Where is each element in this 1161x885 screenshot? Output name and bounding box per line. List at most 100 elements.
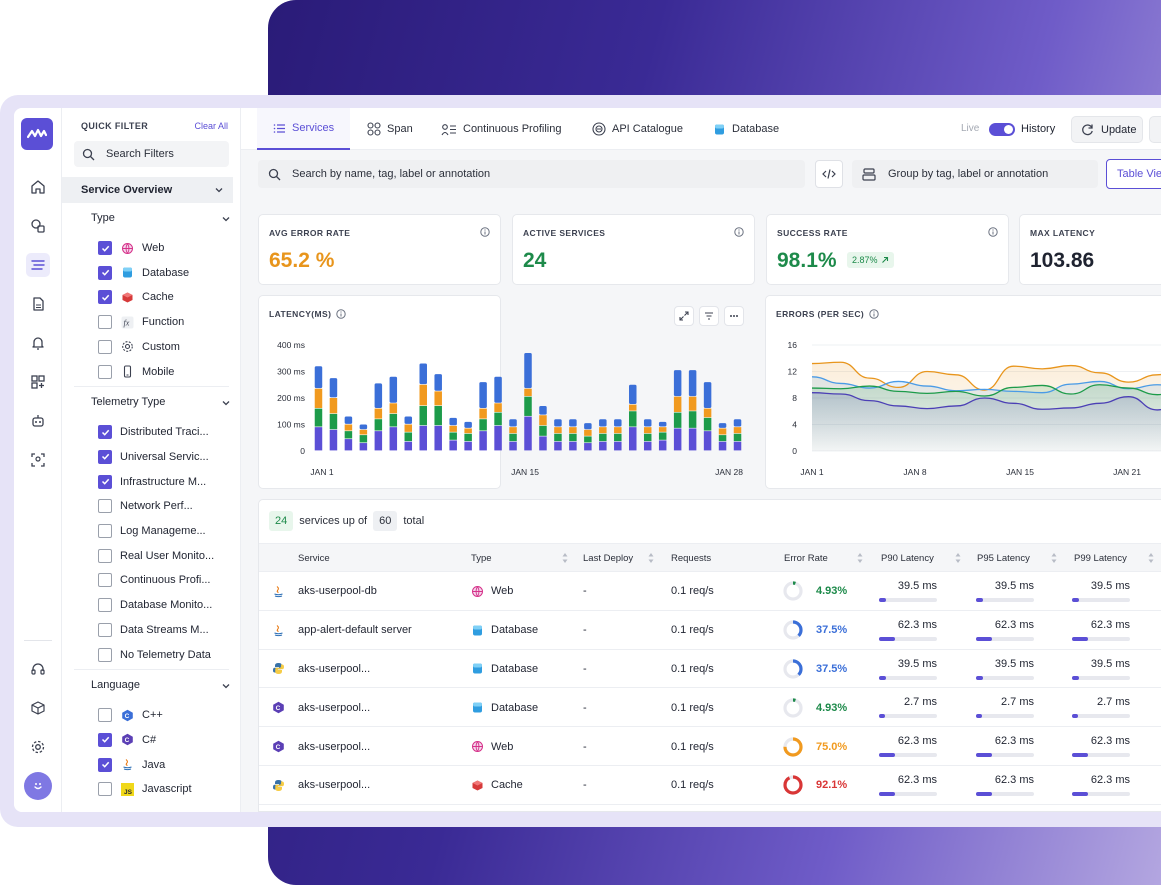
sort-icon[interactable] (562, 552, 568, 564)
sort-icon[interactable] (857, 552, 863, 564)
tab-database[interactable]: Database (713, 108, 779, 150)
column-header[interactable]: Requests (671, 553, 712, 564)
filters-list-icon[interactable] (26, 253, 50, 277)
filter-item[interactable]: JS Javascript (98, 781, 192, 797)
checkbox[interactable] (98, 598, 112, 613)
code-view-button[interactable] (815, 160, 843, 188)
checkbox[interactable] (98, 290, 112, 305)
group-by-input[interactable]: Group by tag, label or annotation (852, 160, 1098, 188)
filter-item[interactable]: fx Function (98, 314, 184, 330)
filter-item[interactable]: Continuous Profi... (98, 572, 211, 588)
column-header[interactable]: Service (298, 553, 330, 564)
checkbox[interactable] (98, 265, 112, 280)
sort-icon[interactable] (1051, 552, 1057, 564)
live-history-toggle[interactable] (989, 123, 1015, 136)
checkbox[interactable] (98, 732, 112, 747)
checkbox[interactable] (98, 647, 112, 662)
sort-icon[interactable] (955, 552, 961, 564)
checkbox[interactable] (98, 622, 112, 637)
app-logo[interactable] (21, 118, 53, 150)
checkbox[interactable] (98, 474, 112, 489)
filter-item[interactable]: Real User Monito... (98, 548, 214, 564)
filter-group-title[interactable]: Telemetry Type (91, 396, 166, 409)
sort-icon[interactable] (648, 552, 654, 564)
filter-item[interactable]: Custom (98, 339, 180, 355)
table-row[interactable]: aks-userpool-db Web - 0.1 req/s 4.93% 39.5 ms… (259, 572, 1161, 611)
checkbox[interactable] (98, 573, 112, 588)
checkbox[interactable] (98, 241, 112, 255)
filter-item[interactable]: C C# (98, 732, 156, 748)
tab-services[interactable]: Services (257, 108, 351, 150)
options-button[interactable] (1149, 116, 1161, 143)
checkbox[interactable] (98, 364, 112, 379)
column-header[interactable]: Error Rate (784, 553, 828, 564)
checkbox[interactable] (98, 782, 112, 797)
service-name[interactable]: aks-userpool... (298, 662, 371, 675)
checkbox[interactable] (98, 449, 112, 464)
table-view-button[interactable]: Table View (1106, 159, 1161, 189)
filter-search-input[interactable]: Search Filters (74, 141, 229, 167)
filter-item[interactable]: Java (98, 757, 165, 773)
filter-item[interactable]: No Telemetry Data (98, 647, 211, 663)
clear-all-link[interactable]: Clear All (194, 121, 228, 131)
sort-icon[interactable] (1148, 552, 1154, 564)
user-scan-icon[interactable] (26, 448, 50, 472)
filter-item[interactable]: Universal Servic... (98, 449, 209, 465)
robot-icon[interactable] (26, 409, 50, 433)
table-row[interactable]: aks-userpool... Cache - 0.1 req/s 92.1% 62.3 … (259, 766, 1161, 805)
filter-item[interactable]: Log Manageme... (98, 523, 206, 539)
filter-item[interactable]: C C++ (98, 707, 163, 723)
checkbox[interactable] (98, 524, 112, 538)
service-search-input[interactable]: Search by name, tag, label or annotation (258, 160, 805, 188)
checkbox[interactable] (98, 548, 112, 563)
checkbox[interactable] (98, 757, 112, 772)
package-icon[interactable] (26, 696, 50, 720)
table-row[interactable]: app-alert-default server Database - 0.1 req… (259, 611, 1161, 650)
service-name[interactable]: aks-userpool... (298, 701, 371, 714)
service-overview-section[interactable]: Service Overview (62, 177, 233, 203)
filter-item[interactable]: Cache (98, 289, 174, 305)
filter-item[interactable]: Infrastructure M... (98, 474, 206, 490)
filter-group-title[interactable]: Language (91, 679, 140, 692)
document-icon[interactable] (26, 292, 50, 316)
dashboard-add-icon[interactable] (26, 370, 50, 394)
filter-group-title[interactable]: Type (91, 212, 115, 224)
expand-button[interactable] (674, 306, 694, 326)
table-row[interactable]: aks-userpool... Database - 0.1 req/s 37.5% 39… (259, 650, 1161, 689)
alert-bell-icon[interactable] (26, 331, 50, 355)
checkbox[interactable] (98, 499, 112, 514)
checkbox[interactable] (98, 315, 112, 330)
column-header[interactable]: P99 Latency (1074, 553, 1127, 564)
home-icon[interactable] (26, 175, 50, 199)
column-header[interactable]: P90 Latency (881, 553, 934, 564)
more-options-button[interactable] (724, 306, 744, 326)
checkbox[interactable] (98, 708, 112, 723)
user-avatar[interactable] (24, 772, 52, 800)
service-name[interactable]: app-alert-default server (298, 624, 412, 637)
filter-item[interactable]: Distributed Traci... (98, 424, 209, 440)
column-header[interactable]: Last Deploy (583, 553, 634, 564)
support-headset-icon[interactable] (26, 657, 50, 681)
filter-button[interactable] (699, 306, 719, 326)
column-header[interactable]: Type (471, 553, 492, 564)
filter-item[interactable]: Network Perf... (98, 498, 193, 514)
service-name[interactable]: aks-userpool-db (298, 585, 377, 598)
filter-item[interactable]: Web (98, 240, 164, 256)
column-header[interactable]: P95 Latency (977, 553, 1030, 564)
tab-api-catalogue[interactable]: API Catalogue (592, 108, 683, 150)
filter-item[interactable]: Data Streams M... (98, 622, 209, 638)
checkbox[interactable] (98, 339, 112, 354)
checkbox[interactable] (98, 425, 112, 440)
filter-item[interactable]: Database (98, 265, 189, 281)
tab-span[interactable]: Span (367, 108, 413, 150)
update-button[interactable]: Update (1071, 116, 1143, 143)
services-icon[interactable] (26, 214, 50, 238)
settings-gear-icon[interactable] (26, 735, 50, 759)
filter-item[interactable]: Database Monito... (98, 597, 212, 613)
service-name[interactable]: aks-userpool... (298, 740, 371, 753)
service-name[interactable]: aks-userpool... (298, 779, 371, 792)
tab-continuous-profiling[interactable]: Continuous Profiling (441, 108, 561, 150)
filter-item[interactable]: Mobile (98, 364, 174, 380)
